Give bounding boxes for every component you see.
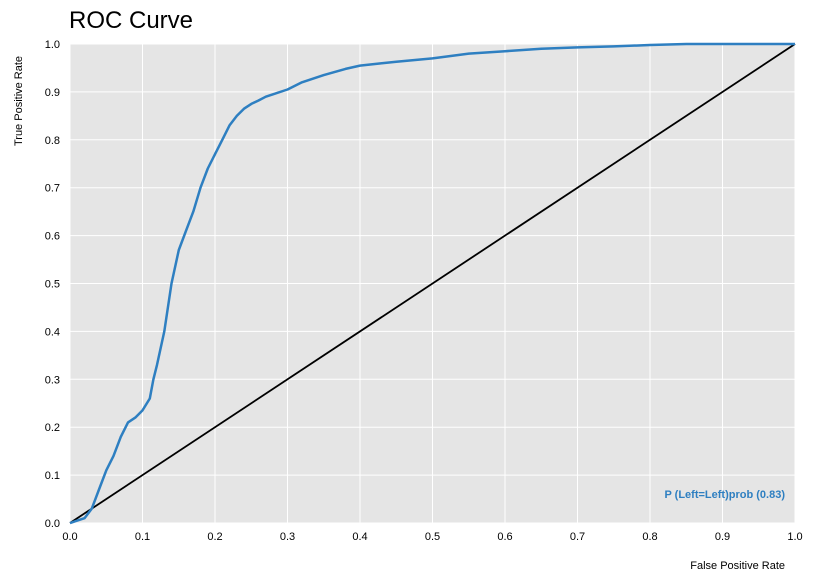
y-tick-label: 0.7 bbox=[45, 183, 60, 195]
roc-series-line bbox=[69, 42, 795, 525]
x-axis-ticks: 0.0 0.1 0.2 0.3 0.4 0.5 0.6 0.7 0.8 0.9 1.0 bbox=[62, 531, 802, 543]
y-tick-label: 0.6 bbox=[45, 231, 60, 243]
x-tick-label: 0.6 bbox=[497, 531, 512, 543]
x-tick-label: 0.7 bbox=[570, 531, 585, 543]
y-tick-label: 0.9 bbox=[45, 87, 60, 99]
y-tick-label: 0.1 bbox=[45, 470, 60, 482]
x-tick-label: 0.0 bbox=[62, 531, 77, 543]
y-tick-label: 0.3 bbox=[45, 374, 60, 386]
x-tick-label: 0.9 bbox=[715, 531, 730, 543]
x-tick-label: 0.4 bbox=[352, 531, 367, 543]
y-tick-label: 0.8 bbox=[45, 135, 60, 147]
x-tick-label: 0.2 bbox=[207, 531, 222, 543]
y-tick-label: 1.0 bbox=[45, 39, 60, 51]
y-tick-label: 0.5 bbox=[45, 279, 60, 291]
legend-entry-roc: P (Left=Left)prob (0.83) bbox=[664, 489, 785, 501]
y-axis-ticks: 0.0 0.1 0.2 0.3 0.4 0.5 0.6 0.7 0.8 0.9 1.0 bbox=[45, 39, 60, 530]
chart-title: ROC Curve bbox=[69, 7, 193, 34]
x-tick-label: 0.8 bbox=[642, 531, 657, 543]
x-tick-label: 0.1 bbox=[135, 531, 150, 543]
y-axis-label: True Positive Rate bbox=[13, 56, 25, 146]
x-tick-label: 0.5 bbox=[425, 531, 440, 543]
y-tick-label: 0.2 bbox=[45, 422, 60, 434]
x-axis-label: False Positive Rate bbox=[690, 560, 785, 572]
x-tick-label: 0.3 bbox=[280, 531, 295, 543]
x-tick-label: 1.0 bbox=[787, 531, 802, 543]
y-tick-label: 0.0 bbox=[45, 518, 60, 530]
grid-lines bbox=[69, 43, 796, 524]
y-tick-label: 0.4 bbox=[45, 326, 60, 338]
diagonal-reference-line bbox=[69, 43, 796, 524]
